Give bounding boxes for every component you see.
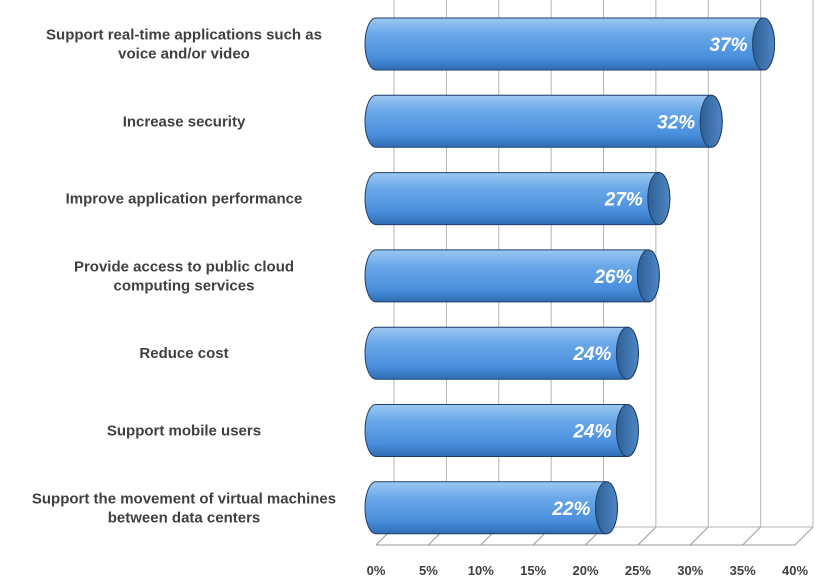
x-tick-label: 30% bbox=[677, 563, 703, 578]
data-label: 37% bbox=[710, 35, 748, 56]
x-tick-label: 35% bbox=[730, 563, 756, 578]
data-label: 27% bbox=[604, 190, 643, 211]
bar-end-cap bbox=[699, 94, 723, 148]
x-tick-label: 0% bbox=[367, 563, 386, 578]
bar-end-cap bbox=[615, 404, 639, 457]
x-tick-label: 40% bbox=[782, 563, 808, 578]
bar-end-cap bbox=[636, 249, 660, 303]
category-label: Support the movement of virtual machines… bbox=[32, 490, 336, 526]
data-label: 24% bbox=[572, 422, 611, 443]
bar: 24% bbox=[364, 404, 639, 457]
bar-end-cap bbox=[647, 172, 671, 226]
bar: 27% bbox=[364, 172, 671, 226]
bar: 32% bbox=[364, 94, 723, 148]
x-axis-ticks: 0% 5% 10% 15% 20% 25% 30% 35% 40% bbox=[367, 563, 809, 578]
bar: 24% bbox=[364, 326, 639, 380]
data-label: 32% bbox=[657, 112, 695, 133]
category-label: Improve application performance bbox=[66, 191, 303, 208]
floor-gridline bbox=[637, 526, 657, 546]
bar: 26% bbox=[364, 249, 660, 303]
floor-gridline bbox=[689, 526, 709, 546]
bars: 37% 32% 27% 26% 24% 24% 22% bbox=[364, 17, 776, 535]
category-label: Increase security bbox=[123, 113, 246, 130]
floor-gridline bbox=[794, 526, 814, 546]
category-label: Support real-time applications such as vo… bbox=[46, 27, 322, 63]
floor-gridline bbox=[742, 526, 761, 546]
bar: 22% bbox=[364, 481, 618, 535]
category-label: Reduce cost bbox=[139, 345, 228, 362]
x-tick-label: 25% bbox=[625, 563, 651, 578]
data-label: 26% bbox=[593, 267, 632, 288]
category-label: Provide access to public cloud computing … bbox=[74, 258, 294, 294]
x-tick-label: 10% bbox=[468, 563, 494, 578]
data-label: 22% bbox=[551, 499, 590, 520]
category-labels: Support real-time applications such as vo… bbox=[32, 27, 336, 527]
x-tick-label: 15% bbox=[520, 563, 546, 578]
bar: 37% bbox=[364, 17, 776, 71]
x-tick-label: 5% bbox=[419, 563, 438, 578]
x-tick-label: 20% bbox=[572, 563, 598, 578]
data-label: 24% bbox=[572, 344, 611, 365]
category-label: Support mobile users bbox=[107, 423, 261, 440]
bar-end-cap bbox=[752, 17, 776, 71]
bar-end-cap bbox=[615, 326, 639, 380]
bar-end-cap bbox=[594, 481, 618, 535]
